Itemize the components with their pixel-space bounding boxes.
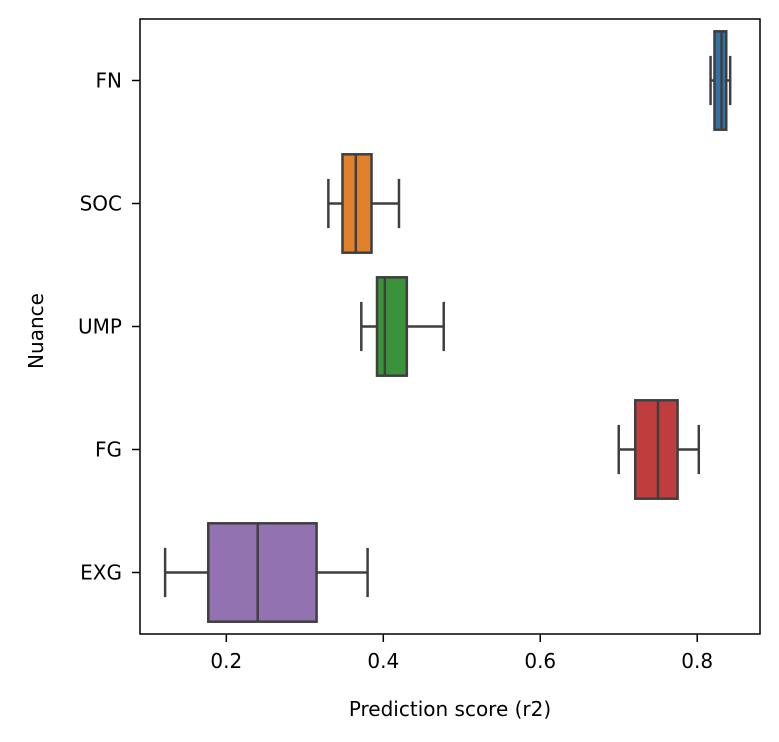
y-tick-label: SOC [80, 192, 122, 216]
box-group-fn [709, 30, 732, 131]
x-tick-label: 0.4 [367, 649, 399, 673]
x-axis-title: Prediction score (r2) [349, 697, 551, 721]
y-tick-label: UMP [78, 315, 122, 339]
y-axis-ticks: FN SOC UMP FG EXG [78, 69, 140, 585]
y-tick-label: FN [96, 69, 122, 93]
x-tick-label: 0.8 [681, 649, 713, 673]
x-tick-label: 0.6 [524, 649, 556, 673]
box-exg [207, 522, 318, 623]
x-tick-label: 0.2 [210, 649, 242, 673]
x-axis-ticks: 0.2 0.4 0.6 0.8 [210, 634, 713, 673]
y-tick-label: FG [95, 438, 122, 462]
y-axis-title: Nuance [24, 293, 48, 369]
y-tick-label: EXG [80, 561, 122, 585]
box-fg [633, 399, 679, 500]
box-group-exg [163, 522, 369, 623]
plot-marks [163, 30, 732, 623]
box-group-fg [617, 399, 701, 500]
box-group-ump [360, 276, 445, 377]
box-group-soc [327, 153, 401, 254]
box-ump [375, 276, 409, 377]
